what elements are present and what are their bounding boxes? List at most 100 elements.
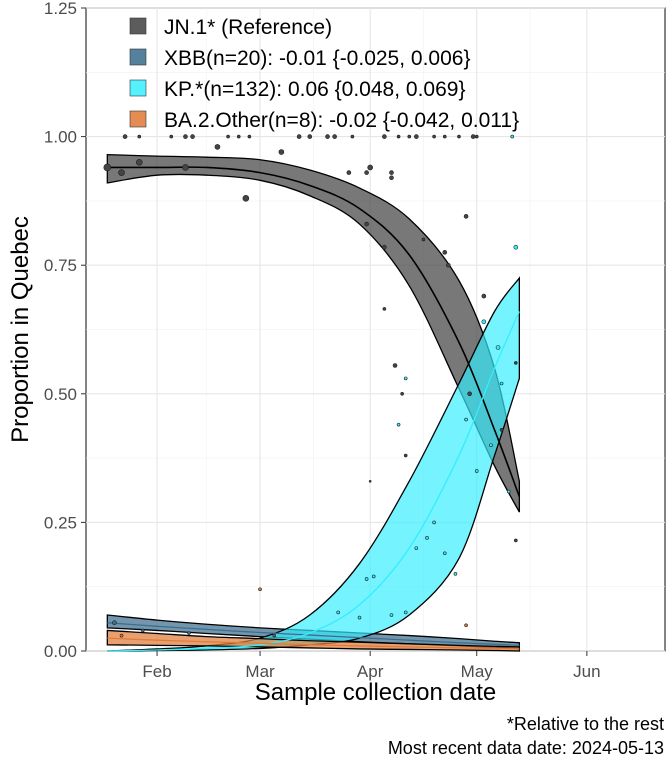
data-point-0	[457, 134, 461, 139]
data-point-0	[400, 391, 404, 396]
fit-line-3	[107, 637, 520, 650]
caption-relative-note: *Relative to the rest	[507, 714, 664, 734]
y-axis-title: Proportion in Quebec	[7, 216, 34, 443]
data-point-2	[453, 572, 458, 576]
data-point-0	[183, 134, 188, 139]
data-point-2	[499, 381, 504, 386]
fit-line-1	[107, 622, 520, 646]
data-points	[103, 134, 519, 638]
data-point-0	[382, 244, 387, 250]
data-point-0	[247, 134, 252, 139]
data-point-2	[371, 574, 376, 579]
data-point-2	[506, 489, 511, 494]
caption-recent-data-date: Most recent data date: 2024-05-13	[388, 738, 664, 758]
data-point-0	[367, 164, 373, 171]
data-point-0	[396, 134, 401, 139]
data-point-0	[470, 134, 476, 139]
legend-key-0	[129, 17, 147, 35]
data-point-2	[513, 244, 519, 250]
x-axis-ticks: Feb Mar Apr May Jun	[142, 651, 601, 681]
data-point-0	[137, 134, 142, 139]
ci-band-2	[107, 276, 521, 652]
data-point-1	[272, 633, 277, 638]
legend-label-1: XBB(n=20): -0.01 {-0.025, 0.006}	[164, 47, 470, 70]
y-axis-ticks: 0.00 0.25 0.50 0.75 1.00 1.25	[44, 0, 86, 661]
data-point-0	[242, 195, 250, 202]
x-axis-title: Sample collection date	[255, 679, 496, 706]
data-point-2	[357, 615, 362, 620]
legend-key-1	[129, 48, 147, 66]
data-point-0	[403, 453, 408, 458]
data-point-0	[382, 134, 387, 139]
data-point-0	[421, 237, 426, 242]
data-point-2	[336, 610, 341, 615]
ci-band-0	[106, 153, 521, 513]
data-point-0	[226, 134, 230, 139]
data-point-2	[389, 613, 394, 617]
data-point-0	[499, 428, 504, 432]
data-point-1	[112, 620, 117, 626]
data-point-2	[510, 134, 515, 139]
legend-label-0: JN.1* (Reference)	[164, 16, 332, 39]
data-point-0	[364, 221, 369, 227]
data-point-2	[464, 417, 468, 422]
data-point-0	[432, 134, 436, 139]
data-point-0	[364, 170, 369, 175]
data-point-0	[135, 159, 143, 166]
data-point-0	[236, 134, 241, 139]
y-tick-label: 0.50	[44, 385, 77, 404]
data-point-2	[481, 319, 487, 325]
data-point-0	[446, 262, 451, 268]
data-point-0	[389, 170, 394, 175]
data-point-0	[442, 134, 447, 139]
data-point-0	[350, 134, 355, 139]
data-point-0	[392, 363, 398, 368]
data-point-2	[442, 551, 447, 556]
y-tick-label: 1.00	[44, 128, 77, 147]
data-point-0	[414, 134, 419, 139]
x-tick-label: Mar	[245, 662, 275, 681]
x-tick-label: Feb	[142, 662, 171, 681]
legend-key-2	[129, 79, 147, 97]
data-point-0	[382, 307, 387, 311]
data-point-0	[368, 479, 372, 483]
data-point-0	[325, 134, 330, 139]
data-point-0	[481, 293, 487, 299]
data-point-0	[442, 250, 448, 255]
data-point-2	[403, 376, 408, 381]
legend-key-3	[129, 110, 147, 128]
data-point-2	[425, 536, 429, 540]
data-point-2	[495, 345, 501, 350]
x-tick-label: Apr	[357, 662, 384, 681]
data-point-1	[141, 628, 145, 633]
data-point-0	[332, 134, 337, 139]
data-point-0	[407, 134, 412, 139]
data-point-0	[182, 164, 189, 171]
data-point-0	[169, 134, 174, 139]
ci-band-3	[106, 629, 521, 652]
data-point-0	[214, 144, 221, 150]
data-point-0	[474, 134, 479, 139]
data-point-0	[118, 169, 125, 176]
data-point-2	[403, 610, 408, 615]
data-point-3	[258, 587, 262, 592]
fit-lines	[107, 166, 521, 652]
data-point-2	[432, 520, 436, 525]
legend: JN.1* (Reference) XBB(n=20): -0.01 {-0.02…	[129, 16, 519, 132]
data-point-0	[307, 134, 313, 139]
data-point-2	[364, 577, 369, 581]
data-point-2	[489, 443, 493, 448]
x-tick-label: May	[461, 662, 494, 681]
legend-label-3: BA.2.Other(n=8): -0.02 {-0.042, 0.011}	[164, 109, 519, 132]
data-point-2	[474, 469, 479, 473]
legend-label-2: KP.*(n=132): 0.06 {0.048, 0.069}	[164, 78, 465, 101]
data-point-0	[296, 134, 302, 139]
data-point-1	[187, 631, 191, 635]
data-point-3	[119, 633, 124, 638]
data-point-0	[346, 170, 352, 175]
y-tick-label: 1.25	[44, 0, 77, 18]
data-point-0	[514, 538, 518, 543]
data-point-0	[514, 361, 518, 365]
data-point-0	[122, 134, 128, 139]
